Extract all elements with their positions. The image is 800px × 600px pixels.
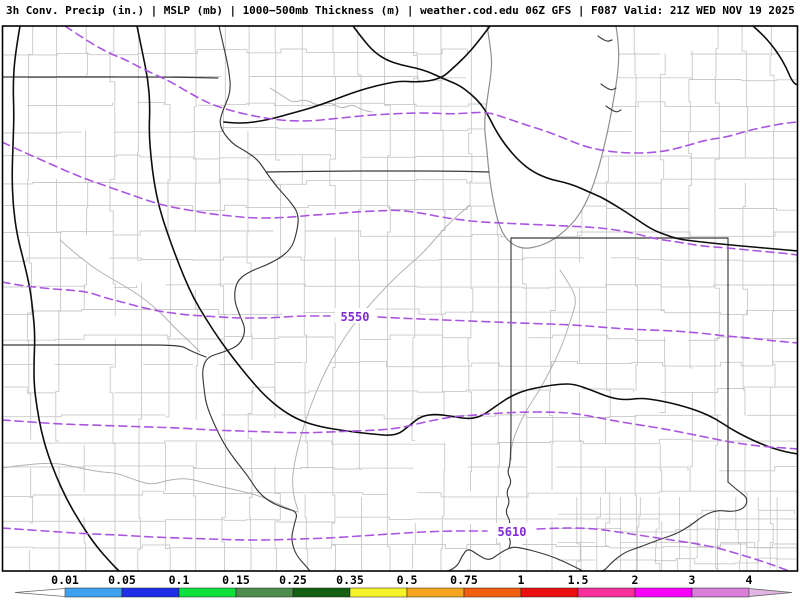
thickness-contours xyxy=(2,26,798,571)
colorbar-segment xyxy=(349,587,408,598)
thickness-contour-label: 5610 xyxy=(498,525,527,539)
colorbar-tick-label: 1 xyxy=(518,573,525,587)
colorbar-segment xyxy=(691,587,750,598)
colorbar-overflow-arrow xyxy=(748,588,793,597)
colorbar-tick-label: 4 xyxy=(746,573,753,587)
colorbar-tick-label: 1.5 xyxy=(568,573,589,587)
colorbar-tick-label: 0.01 xyxy=(51,573,79,587)
colorbar-tick-label: 0.75 xyxy=(450,573,478,587)
map-layers: 5550 5610 xyxy=(2,26,798,571)
colorbar-segment xyxy=(292,587,351,598)
colorbar-tick-label: 2 xyxy=(632,573,639,587)
county-lines xyxy=(2,26,798,571)
thickness-contour-labels: 5550 5610 xyxy=(335,308,532,539)
colorbar-tick-label: 0.15 xyxy=(222,573,250,587)
colorbar-underflow-arrow xyxy=(14,588,66,597)
product-title: 3h Conv. Precip (in.) | MSLP (mb) | 1000… xyxy=(6,4,795,17)
colorbar-segment xyxy=(463,587,522,598)
mslp-contours xyxy=(11,26,798,571)
colorbar-tick-label: 0.35 xyxy=(336,573,364,587)
colorbar-segment xyxy=(121,587,180,598)
lake-michigan xyxy=(484,26,620,249)
colorbar-segment xyxy=(634,587,693,598)
colorbar-tick-label: 0.1 xyxy=(169,573,190,587)
colorbar-tick-label: 0.5 xyxy=(397,573,418,587)
colorbar-tick-label: 0.05 xyxy=(108,573,136,587)
colorbar-segment xyxy=(406,587,465,598)
precip-colorbar: 0.01 0.05 0.1 0.15 0.25 0.35 0.5 0.75 1 1.5 2 3 4 xyxy=(14,573,793,598)
colorbar-tick-label: 3 xyxy=(689,573,696,587)
map-border xyxy=(1,25,799,572)
colorbar-segment xyxy=(64,587,123,598)
thickness-contour-label: 5550 xyxy=(341,310,370,324)
colorbar-segment xyxy=(178,587,237,598)
colorbar-tick-label: 0.25 xyxy=(279,573,307,587)
colorbar-segment xyxy=(520,587,579,598)
colorbar-segment xyxy=(235,587,294,598)
colorbar-segment xyxy=(577,587,636,598)
